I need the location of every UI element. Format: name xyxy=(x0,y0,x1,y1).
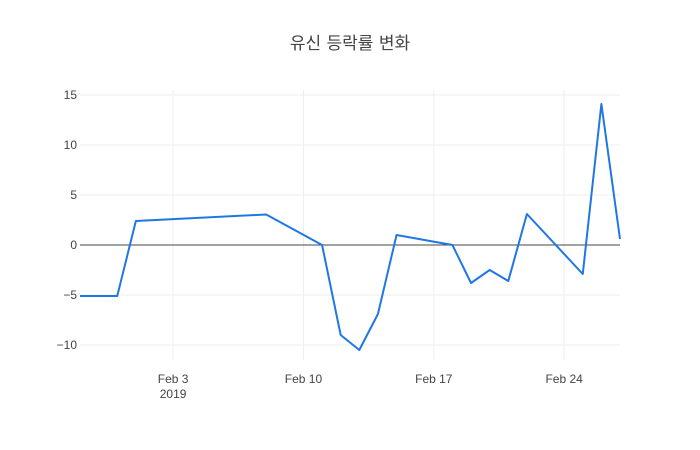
y-tick-label: 5 xyxy=(70,188,77,202)
series-line xyxy=(80,103,621,351)
y-axis-ticks: 15 10 5 0 −5 −10 xyxy=(57,88,78,352)
x-tick-label: Feb 3 xyxy=(158,372,189,386)
x-tick-sublabel: 2019 xyxy=(160,387,187,401)
x-tick-label: Feb 10 xyxy=(285,372,323,386)
y-tick-label: −5 xyxy=(63,288,77,302)
y-tick-label: 15 xyxy=(64,88,78,102)
x-tick-label: Feb 24 xyxy=(545,372,583,386)
grid-layer xyxy=(80,90,620,360)
y-tick-label: −10 xyxy=(57,338,78,352)
chart-title: 유신 등락률 변화 xyxy=(290,34,411,54)
y-tick-label: 0 xyxy=(70,238,77,252)
x-tick-label: Feb 17 xyxy=(415,372,453,386)
series-layer xyxy=(80,103,621,351)
y-tick-label: 10 xyxy=(64,138,78,152)
